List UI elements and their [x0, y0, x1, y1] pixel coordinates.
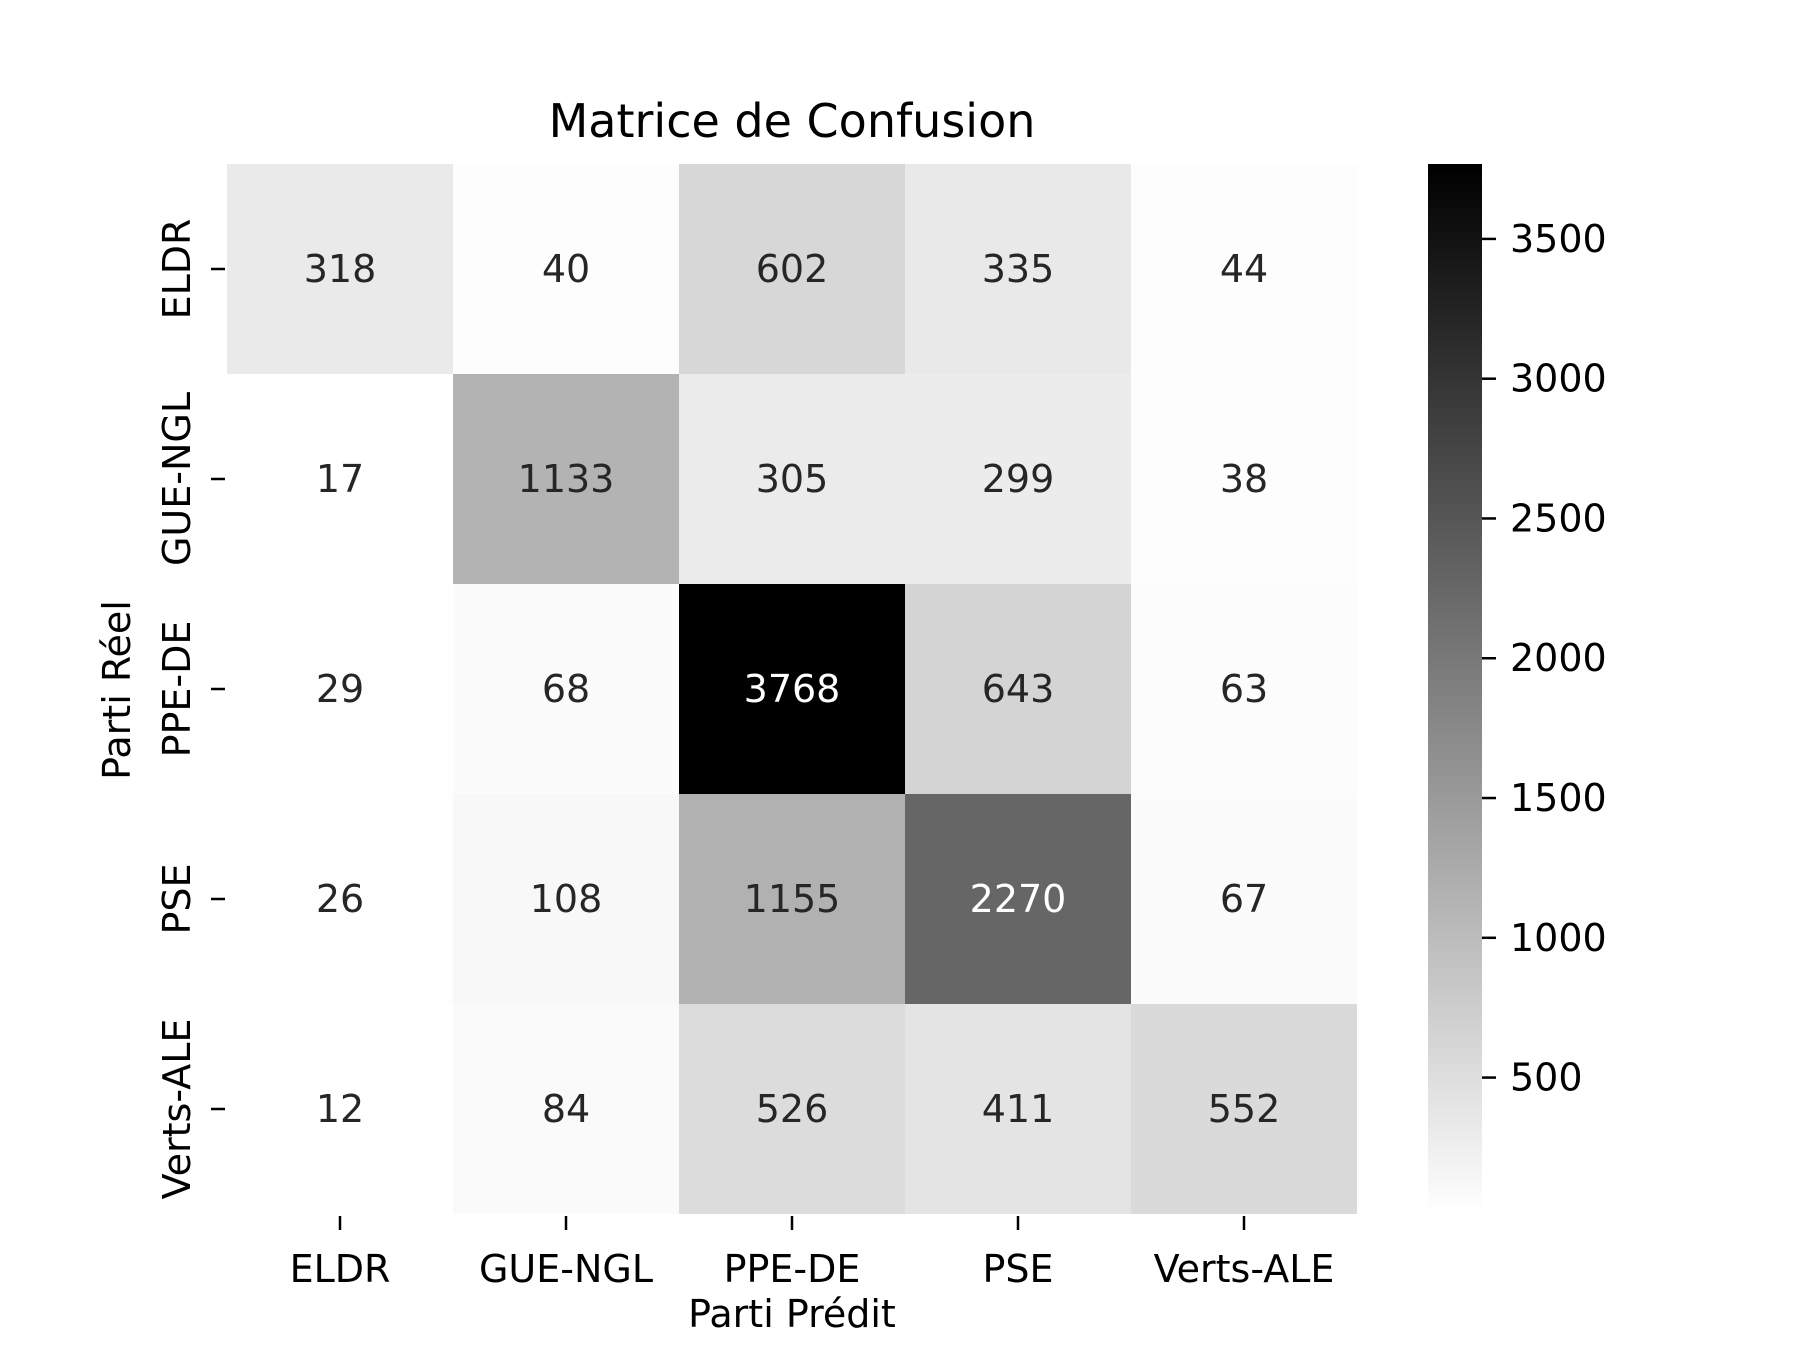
- colorbar-tick-label: 3000: [1510, 357, 1607, 401]
- colorbar-tick-label: 1000: [1510, 916, 1607, 960]
- heatmap-cell: [905, 584, 1131, 794]
- cell-value-label: 335: [982, 247, 1055, 291]
- cell-value-label: 299: [982, 457, 1055, 501]
- y-tick-label: Verts-ALE: [155, 1019, 199, 1200]
- x-tick-label: ELDR: [290, 1247, 391, 1291]
- y-tick-label: PPE-DE: [155, 621, 199, 758]
- x-tick-label: Verts-ALE: [1154, 1247, 1335, 1291]
- colorbar-tick-label: 1500: [1510, 776, 1607, 820]
- heatmap-cell: [227, 164, 453, 374]
- x-axis: ELDR GUE-NGL PPE-DE PSE Verts-ALE: [290, 1216, 1335, 1291]
- cell-value-label: 84: [542, 1087, 590, 1131]
- cell-value-label: 318: [304, 247, 377, 291]
- cell-value-label: 29: [316, 667, 364, 711]
- cell-value-label: 1155: [744, 877, 841, 921]
- heatmap-cell: [905, 164, 1131, 374]
- y-tick-label: ELDR: [155, 219, 199, 320]
- colorbar-tick-label: 3500: [1510, 217, 1607, 261]
- cell-value-label: 411: [982, 1087, 1055, 1131]
- cell-value-label: 602: [756, 247, 829, 291]
- cell-value-label: 17: [316, 457, 364, 501]
- cell-value-label: 12: [316, 1087, 364, 1131]
- cell-value-label: 40: [542, 247, 590, 291]
- heatmap-cell: [453, 794, 679, 1004]
- colorbar: [1428, 164, 1482, 1214]
- heatmap-cell: [1131, 164, 1357, 374]
- colorbar-tick-label: 2000: [1510, 636, 1607, 680]
- y-axis: ELDR GUE-NGL PPE-DE PSE Verts-ALE: [155, 219, 225, 1200]
- cell-value-label: 108: [530, 877, 603, 921]
- heatmap-cell: [1131, 584, 1357, 794]
- cell-value-label: 305: [756, 457, 829, 501]
- heatmap-cell: [679, 584, 905, 794]
- cell-value-label: 526: [756, 1087, 829, 1131]
- heatmap-cell: [679, 164, 905, 374]
- heatmap-cell: [905, 794, 1131, 1004]
- heatmap-cell: [905, 374, 1131, 584]
- heatmap-cell: [679, 374, 905, 584]
- heatmap-cell: [453, 584, 679, 794]
- cell-value-label: 68: [542, 667, 590, 711]
- x-tick-label: PSE: [982, 1247, 1053, 1291]
- colorbar-tick-label: 2500: [1510, 496, 1607, 540]
- x-tick-label: GUE-NGL: [479, 1247, 653, 1291]
- heatmap-cell: [453, 164, 679, 374]
- cell-value-label: 3768: [744, 667, 841, 711]
- cell-value-label: 44: [1220, 247, 1268, 291]
- x-tick-label: PPE-DE: [724, 1247, 861, 1291]
- heatmap-cell: [1131, 794, 1357, 1004]
- heatmap-cell: [905, 1004, 1131, 1214]
- cell-value-label: 1133: [518, 457, 615, 501]
- cell-value-label: 643: [982, 667, 1055, 711]
- cell-value-label: 552: [1208, 1087, 1281, 1131]
- heatmap-cells: 318 40 602 335 44 17 1133 305 299 38 29 68 3768 643 63…: [227, 164, 1357, 1214]
- heatmap-cell: [679, 794, 905, 1004]
- cell-value-label: 63: [1220, 667, 1268, 711]
- heatmap-cell: [227, 374, 453, 584]
- heatmap-cell: [453, 374, 679, 584]
- heatmap-cell: [679, 1004, 905, 1214]
- chart-title: Matrice de Confusion: [549, 94, 1036, 148]
- cell-value-label: 38: [1220, 457, 1268, 501]
- x-axis-label: Parti Prédit: [688, 1292, 896, 1336]
- heatmap-cell: [227, 794, 453, 1004]
- heatmap-cell: [227, 584, 453, 794]
- heatmap-cell: [227, 1004, 453, 1214]
- cell-value-label: 67: [1220, 877, 1268, 921]
- heatmap-cell: [1131, 1004, 1357, 1214]
- colorbar-ticks: 500 1000 1500 2000 2500 3000 3500: [1482, 217, 1607, 1100]
- heatmap-cell: [453, 1004, 679, 1214]
- cell-value-label: 2270: [970, 877, 1067, 921]
- y-tick-label: GUE-NGL: [155, 392, 199, 566]
- colorbar-tick-label: 500: [1510, 1056, 1583, 1100]
- y-axis-label: Parti Réel: [95, 600, 139, 780]
- y-tick-label: PSE: [155, 863, 199, 934]
- cell-value-label: 26: [316, 877, 364, 921]
- heatmap-cell: [1131, 374, 1357, 584]
